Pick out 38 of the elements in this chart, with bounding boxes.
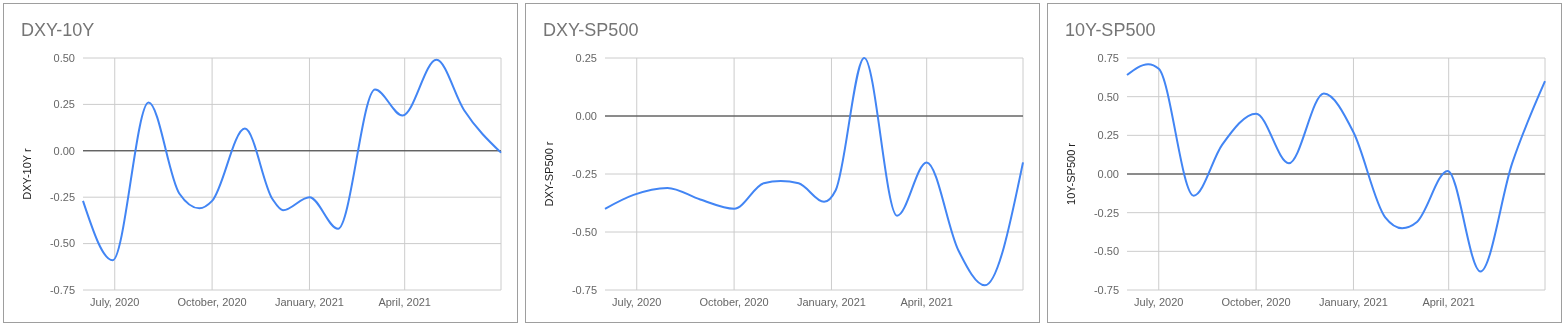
- y-tick-label: 0.75: [1097, 51, 1119, 64]
- line-series: [1126, 63, 1546, 273]
- y-tick-label: -0.50: [1093, 245, 1119, 258]
- x-tick-label: July, 2020: [1134, 296, 1184, 308]
- y-tick-label: -0.50: [49, 237, 75, 250]
- y-tick-label: -0.75: [571, 283, 597, 296]
- x-tick-label: October, 2020: [1221, 296, 1291, 308]
- line-series: [604, 57, 1024, 287]
- chart-title: DXY-SP500: [543, 20, 639, 40]
- y-tick-label: 0.50: [53, 51, 75, 64]
- y-tick-label: 0.00: [1097, 167, 1119, 180]
- x-tick-label: January, 2021: [275, 296, 344, 308]
- y-tick-label: 0.00: [575, 109, 597, 122]
- x-tick-label: April, 2021: [378, 296, 431, 308]
- y-tick-label: 0.50: [1097, 90, 1119, 103]
- x-tick-label: January, 2021: [797, 296, 866, 308]
- y-tick-label: 0.00: [53, 144, 75, 157]
- chart-title: DXY-10Y: [21, 20, 95, 40]
- y-axis-title: DXY-SP500 r: [543, 141, 555, 207]
- y-axis-title: DXY-10Y r: [21, 147, 33, 200]
- y-tick-label: -0.75: [1093, 283, 1119, 296]
- x-tick-label: October, 2020: [699, 296, 769, 308]
- x-tick-label: January, 2021: [1319, 296, 1388, 308]
- x-tick-label: April, 2021: [1422, 296, 1475, 308]
- x-tick-label: July, 2020: [90, 296, 140, 308]
- y-tick-label: -0.75: [49, 283, 75, 296]
- x-tick-label: October, 2020: [177, 296, 247, 308]
- y-tick-label: -0.50: [571, 225, 597, 238]
- x-tick-label: July, 2020: [612, 296, 662, 308]
- y-tick-label: 0.25: [53, 98, 75, 111]
- y-tick-label: 0.25: [1097, 129, 1119, 142]
- x-tick-label: April, 2021: [900, 296, 953, 308]
- y-tick-label: -0.25: [1093, 206, 1119, 219]
- y-axis-title: 10Y-SP500 r: [1065, 142, 1077, 205]
- y-tick-label: 0.25: [575, 51, 597, 64]
- y-tick-label: -0.25: [571, 167, 597, 180]
- chart-title: 10Y-SP500: [1065, 20, 1156, 40]
- y-tick-label: -0.25: [49, 191, 75, 204]
